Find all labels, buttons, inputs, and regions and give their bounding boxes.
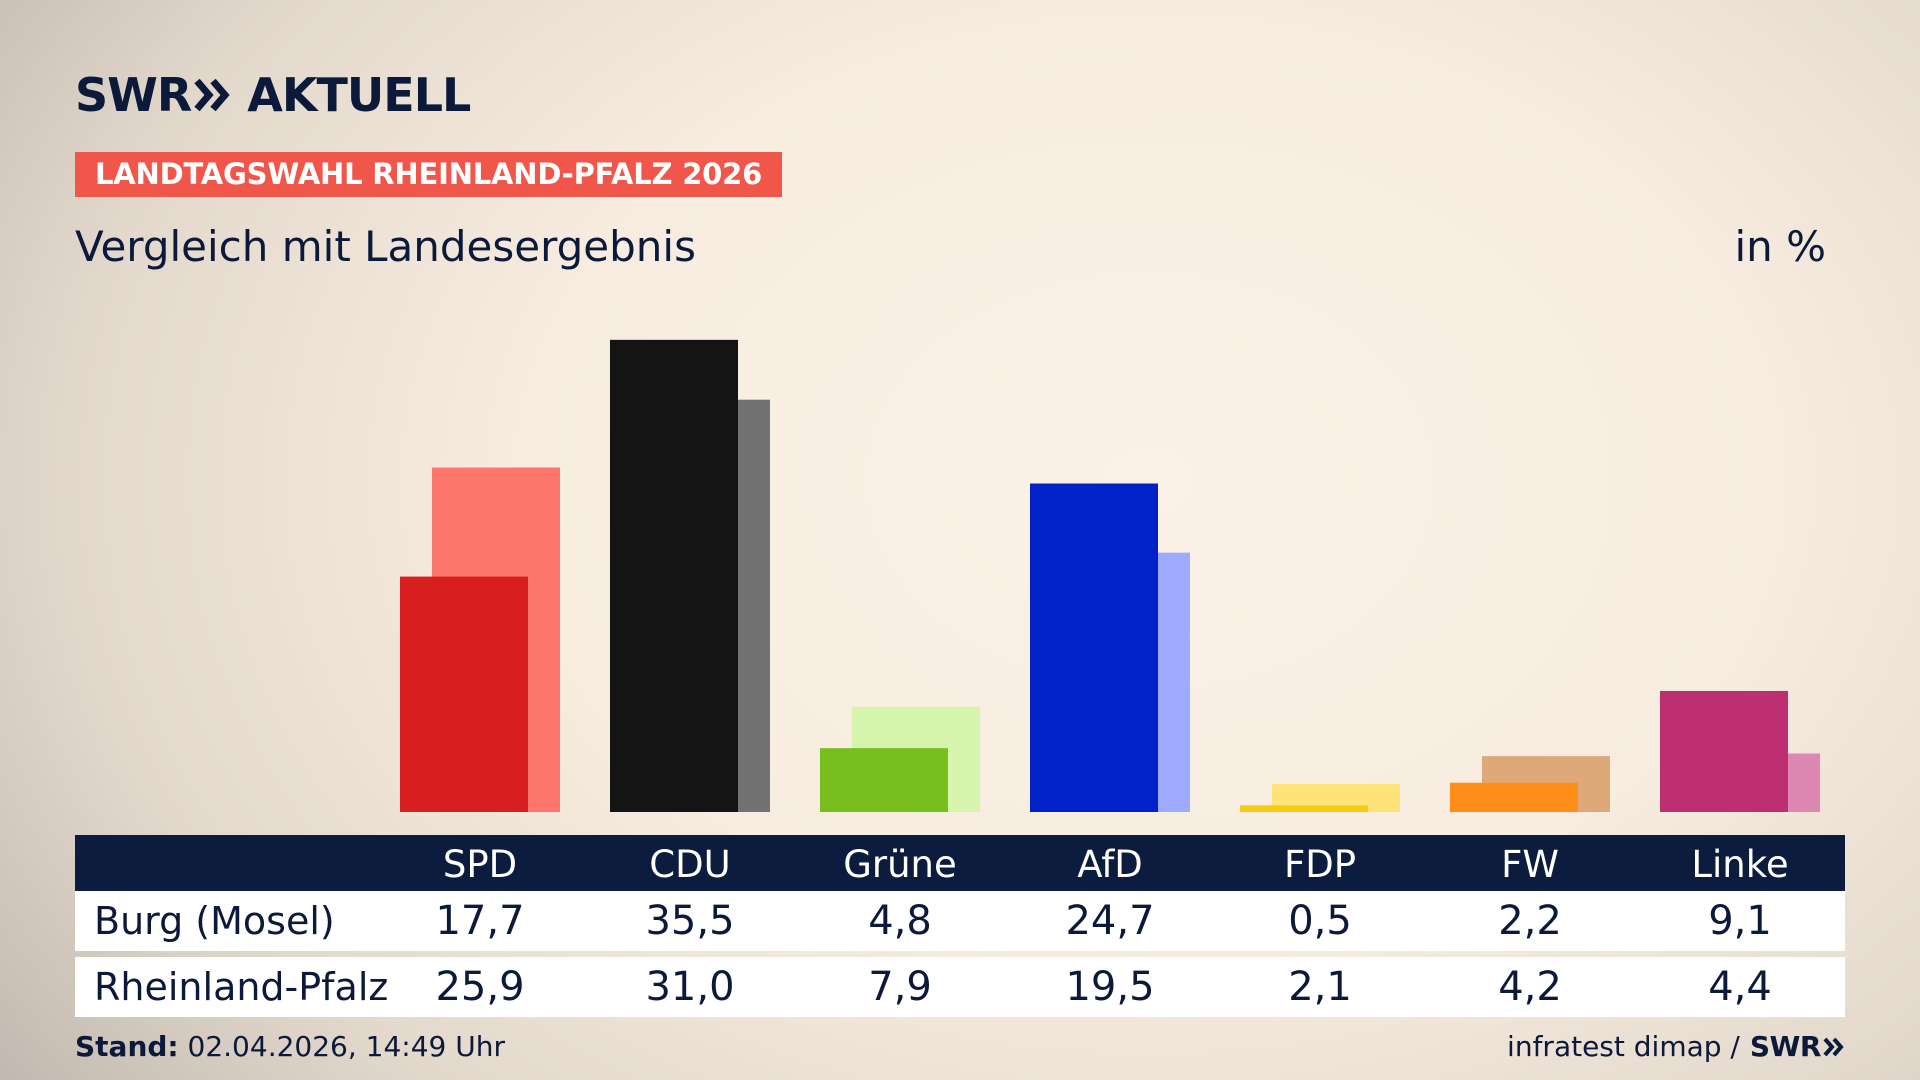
table-cell: 0,5 xyxy=(1288,898,1352,944)
source-text: infratest dimap / xyxy=(1507,1030,1740,1063)
double-chevron-icon xyxy=(194,78,230,112)
column-header: SPD xyxy=(442,843,518,886)
election-tag: LANDTAGSWAHL RHEINLAND-PFALZ 2026 xyxy=(75,152,783,197)
row-label: Burg (Mosel) xyxy=(94,899,335,943)
bar-local-fw xyxy=(1450,782,1578,812)
results-table: SPD CDU Grüne AfD FDP FW Linke Burg (Mosel) 17… xyxy=(75,835,1845,1017)
table-cell: 25,9 xyxy=(435,964,525,1010)
bar-local-fdp xyxy=(1240,805,1368,812)
table-cell: 19,5 xyxy=(1065,964,1155,1010)
table-cell: 9,1 xyxy=(1708,898,1772,944)
column-header: FDP xyxy=(1283,843,1357,886)
table-cell: 4,8 xyxy=(868,898,932,944)
row-label: Rheinland-Pfalz xyxy=(94,965,389,1009)
logo-brand: SWR xyxy=(75,68,192,122)
bar-local-grüne xyxy=(820,748,948,812)
table-row: Burg (Mosel) 17,7 35,5 4,8 24,7 0,5 2,2 9,1 xyxy=(75,891,1845,951)
table-cell: 24,7 xyxy=(1065,898,1155,944)
table-cell: 35,5 xyxy=(645,898,735,944)
source-credit: infratest dimap / SWR xyxy=(1507,1030,1845,1063)
table-header-row: SPD CDU Grüne AfD FDP FW Linke xyxy=(75,835,1845,891)
table-cell: 2,2 xyxy=(1498,898,1562,944)
table-cell: 31,0 xyxy=(645,964,735,1010)
stand-value: 02.04.2026, 14:49 Uhr xyxy=(187,1030,505,1063)
chart-subtitle: Vergleich mit Landesergebnis xyxy=(75,222,696,271)
source-brand: SWR xyxy=(1749,1030,1822,1063)
stand-label: Stand: xyxy=(75,1030,179,1063)
column-header: Linke xyxy=(1691,843,1789,886)
bar-local-spd xyxy=(400,576,528,812)
bar-local-afd xyxy=(1030,483,1158,812)
table-cell: 4,2 xyxy=(1498,964,1562,1010)
table-cell: 7,9 xyxy=(868,964,932,1010)
column-header: AfD xyxy=(1077,843,1143,886)
table-cell: 2,1 xyxy=(1288,964,1352,1010)
bar-chart xyxy=(400,339,1820,812)
swr-aktuell-logo: SWR AKTUELL xyxy=(75,68,471,122)
column-header: Grüne xyxy=(843,843,957,886)
logo-product: AKTUELL xyxy=(247,68,471,122)
column-header: CDU xyxy=(649,843,731,886)
unit-label: in % xyxy=(1734,222,1826,271)
table-row: Rheinland-Pfalz 25,9 31,0 7,9 19,5 2,1 4,2 4,4 xyxy=(75,957,1845,1017)
timestamp: Stand: 02.04.2026, 14:49 Uhr xyxy=(75,1030,505,1063)
table-cell: 4,4 xyxy=(1708,964,1772,1010)
column-header: FW xyxy=(1501,843,1559,886)
bar-local-cdu xyxy=(610,339,738,812)
double-chevron-icon xyxy=(1823,1037,1844,1056)
table-cell: 17,7 xyxy=(435,898,525,944)
bar-local-linke xyxy=(1660,690,1788,812)
